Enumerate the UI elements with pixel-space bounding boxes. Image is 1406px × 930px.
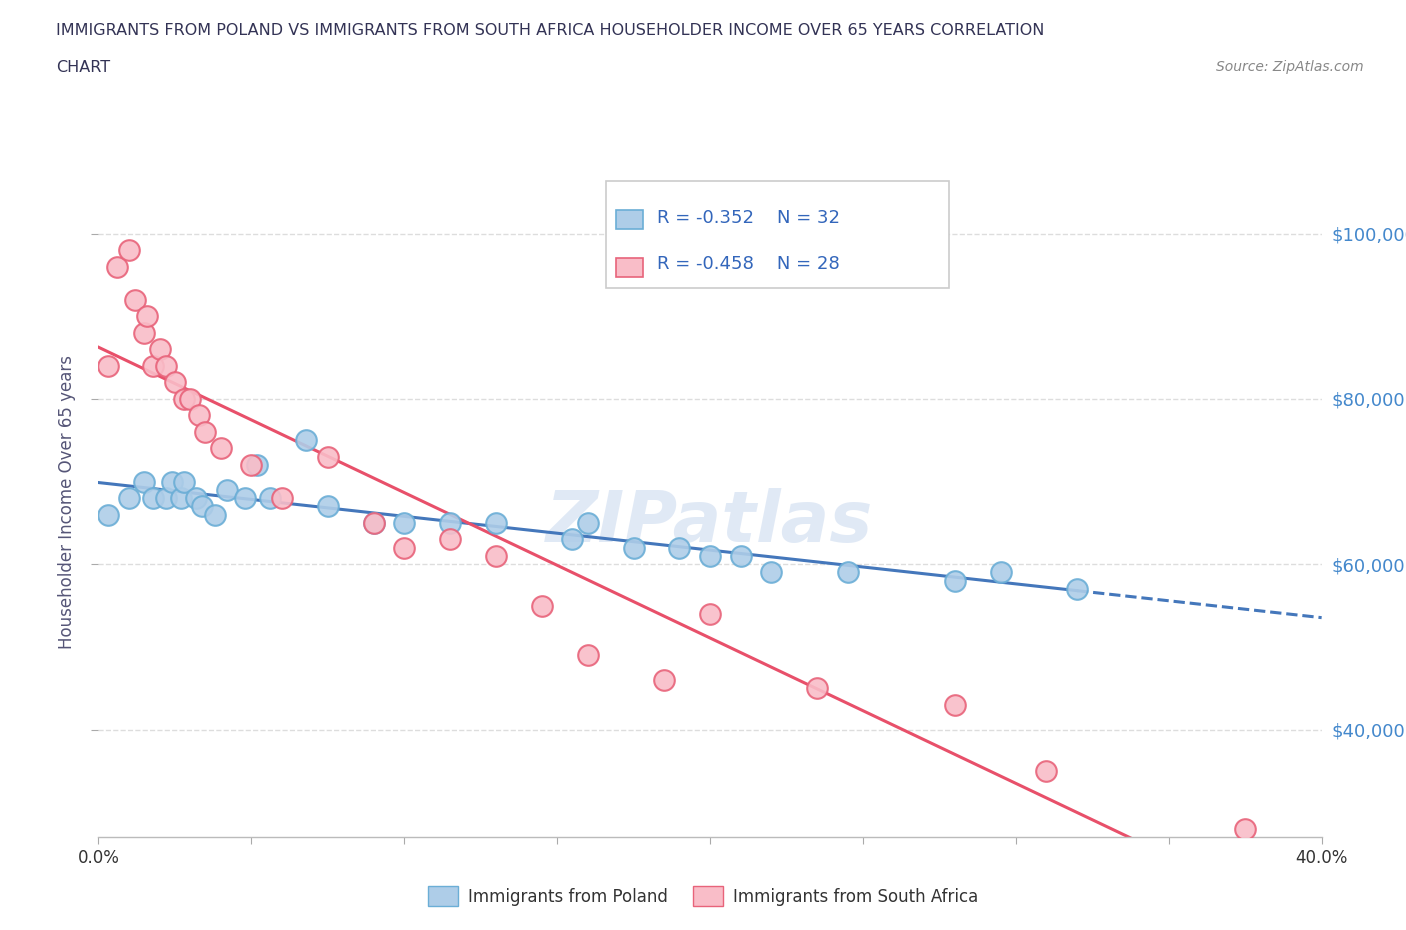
Point: [806, 681, 828, 696]
Point: [759, 565, 782, 580]
Point: [118, 491, 141, 506]
Point: [191, 498, 214, 513]
Point: [837, 565, 859, 580]
Point: [943, 698, 966, 712]
Text: Source: ZipAtlas.com: Source: ZipAtlas.com: [1216, 60, 1364, 74]
Point: [652, 672, 675, 687]
Point: [173, 392, 195, 406]
Point: [990, 565, 1012, 580]
FancyBboxPatch shape: [616, 258, 643, 277]
Point: [246, 458, 269, 472]
Text: ZIPatlas: ZIPatlas: [547, 488, 873, 557]
Point: [270, 491, 292, 506]
Point: [699, 549, 721, 564]
Point: [259, 491, 281, 506]
Y-axis label: Householder Income Over 65 years: Householder Income Over 65 years: [58, 355, 76, 649]
Point: [194, 424, 217, 439]
Point: [160, 474, 183, 489]
Point: [155, 358, 177, 373]
Point: [576, 647, 599, 662]
Point: [209, 441, 232, 456]
Point: [188, 408, 211, 423]
Text: R = -0.352    N = 32: R = -0.352 N = 32: [658, 209, 841, 227]
Point: [1234, 821, 1257, 836]
Point: [179, 392, 201, 406]
Point: [240, 458, 263, 472]
Text: R = -0.458    N = 28: R = -0.458 N = 28: [658, 256, 841, 273]
Point: [142, 491, 165, 506]
Point: [485, 515, 508, 530]
Point: [97, 507, 120, 522]
Point: [316, 449, 339, 464]
Point: [97, 358, 120, 373]
Point: [363, 515, 385, 530]
Point: [316, 498, 339, 513]
Point: [363, 515, 385, 530]
Text: CHART: CHART: [56, 60, 110, 75]
Point: [186, 491, 208, 506]
Point: [155, 491, 177, 506]
Point: [136, 309, 159, 324]
Point: [943, 573, 966, 588]
Point: [392, 540, 416, 555]
Legend: Immigrants from Poland, Immigrants from South Africa: Immigrants from Poland, Immigrants from …: [422, 880, 984, 912]
Point: [105, 259, 128, 274]
Point: [149, 342, 172, 357]
Point: [699, 606, 721, 621]
Point: [730, 549, 752, 564]
FancyBboxPatch shape: [616, 210, 643, 229]
Point: [392, 515, 416, 530]
Point: [439, 532, 461, 547]
Point: [485, 549, 508, 564]
Text: IMMIGRANTS FROM POLAND VS IMMIGRANTS FROM SOUTH AFRICA HOUSEHOLDER INCOME OVER 6: IMMIGRANTS FROM POLAND VS IMMIGRANTS FRO…: [56, 23, 1045, 38]
Point: [134, 326, 156, 340]
Point: [163, 375, 186, 390]
Point: [134, 474, 156, 489]
Point: [576, 515, 599, 530]
Point: [142, 358, 165, 373]
Point: [668, 540, 690, 555]
Point: [561, 532, 583, 547]
FancyBboxPatch shape: [606, 180, 949, 288]
Point: [170, 491, 193, 506]
Point: [173, 474, 195, 489]
Point: [295, 432, 318, 447]
Point: [215, 483, 238, 498]
Point: [530, 598, 553, 613]
Point: [233, 491, 256, 506]
Point: [1066, 581, 1088, 596]
Point: [623, 540, 645, 555]
Point: [118, 243, 141, 258]
Point: [204, 507, 226, 522]
Point: [439, 515, 461, 530]
Point: [1035, 764, 1057, 778]
Point: [124, 292, 146, 307]
